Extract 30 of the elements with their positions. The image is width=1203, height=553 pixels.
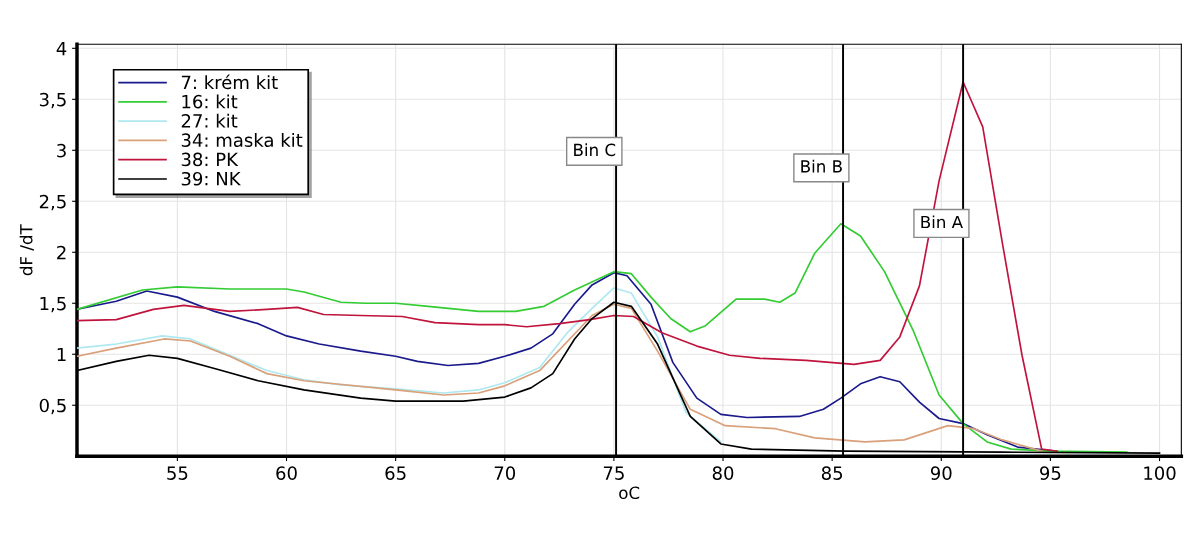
x-tick-label: 75 xyxy=(603,466,624,480)
ref-line-label: Bin A xyxy=(921,215,963,229)
x-tick-label: 95 xyxy=(1040,466,1061,480)
x-tick-label: 90 xyxy=(930,466,952,480)
legend-label: 34: maska kit xyxy=(181,133,303,147)
x-tick-label: 70 xyxy=(494,466,516,480)
x-tick-label: 55 xyxy=(167,466,188,480)
y-tick-label: 2,5 xyxy=(39,194,66,211)
x-tick-label: 65 xyxy=(385,466,406,480)
y-tick-label: 0,5 xyxy=(39,398,66,415)
y-tick-label: 1,5 xyxy=(40,296,66,313)
y-axis-title: dF /dT xyxy=(19,224,34,276)
line-series xyxy=(76,287,722,443)
y-tick-label: 1 xyxy=(57,347,66,362)
x-tick-label: 80 xyxy=(712,466,734,480)
x-tick-label: 60 xyxy=(276,466,297,480)
legend-label: 16: kit xyxy=(182,94,238,109)
legend-label: 38: PK xyxy=(181,152,239,167)
y-tick-label: 2 xyxy=(57,245,66,260)
y-tick-label: 4 xyxy=(56,42,67,56)
y-tick-label: 3,5 xyxy=(39,92,66,109)
legend-label: 7: krém kit xyxy=(181,74,278,90)
ref-line-label: Bin C xyxy=(574,143,616,157)
x-tick-label: 100 xyxy=(1144,466,1176,480)
legend-label: 39: NK xyxy=(181,171,241,186)
legend-label: 27: kit xyxy=(181,113,238,128)
ref-line-label: Bin B xyxy=(801,159,842,173)
y-tick-label: 3 xyxy=(57,143,66,158)
x-axis-title: oC xyxy=(619,486,640,500)
x-tick-label: 85 xyxy=(821,466,843,480)
